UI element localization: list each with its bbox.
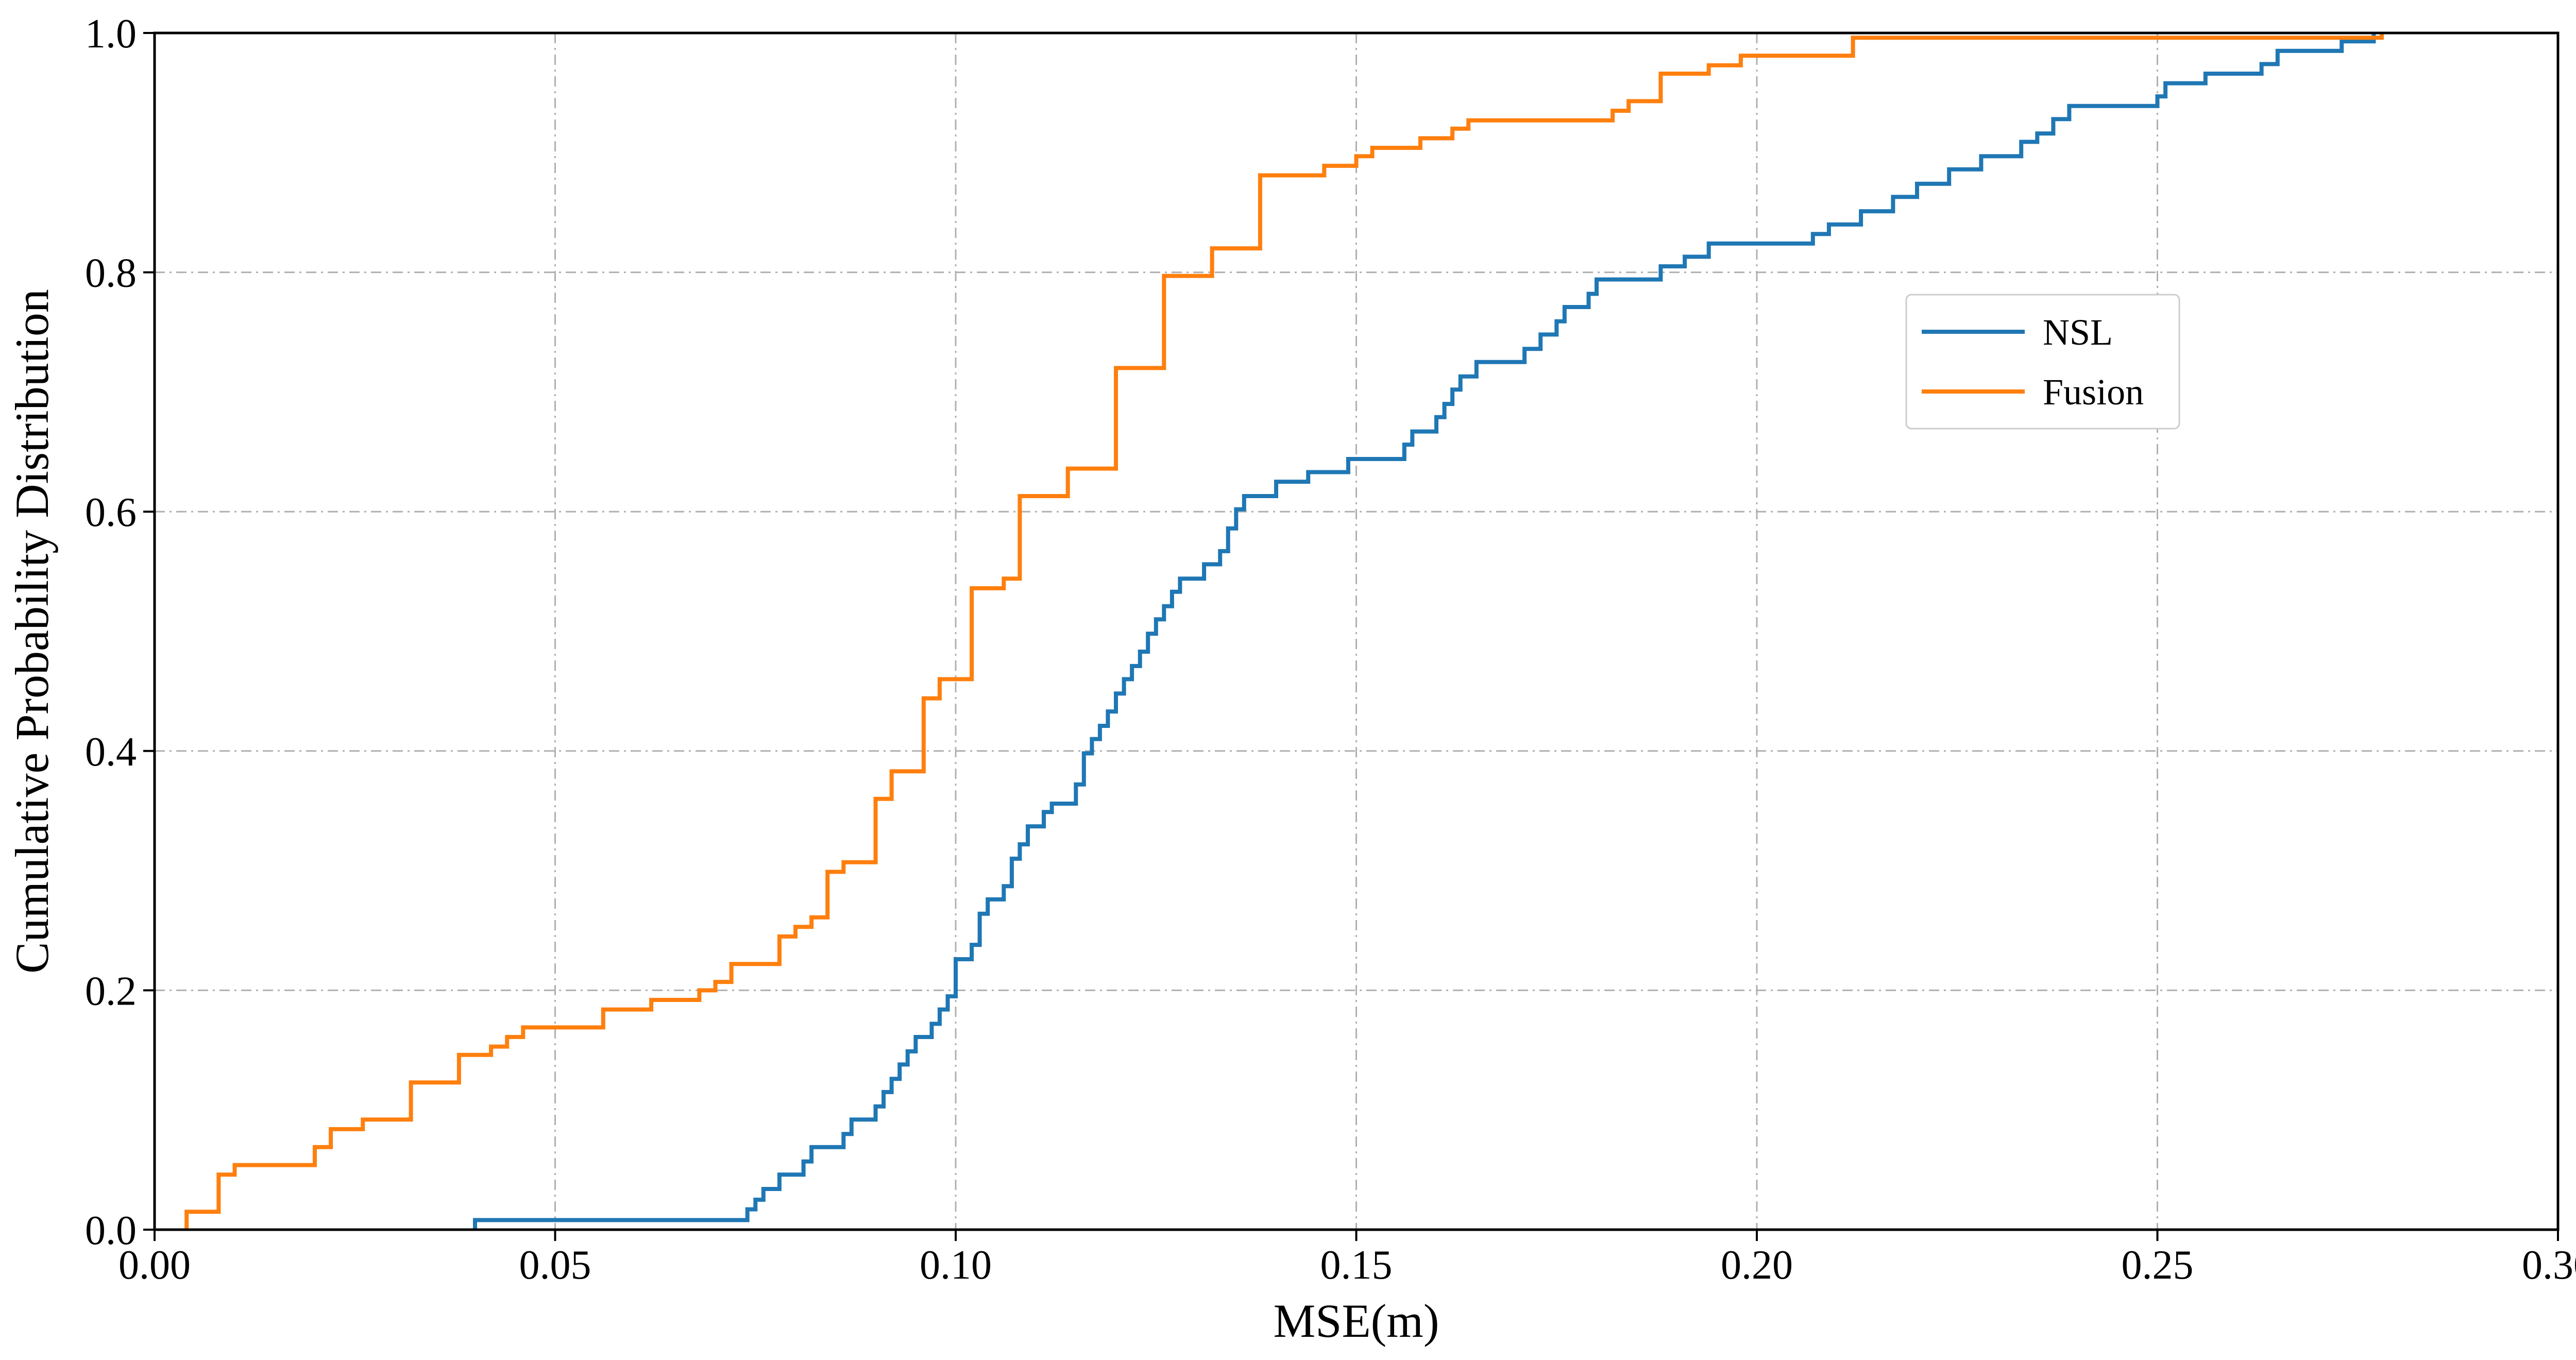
x-axis-ticks: 0.00 0.05 0.10 0.15 0.20 0.25 0.30 xyxy=(118,1230,2576,1288)
y-axis-ticks: 0.0 0.2 0.4 0.6 0.8 1.0 xyxy=(85,11,155,1253)
x-tick-label: 0.10 xyxy=(920,1243,992,1288)
x-tick-label: 0.30 xyxy=(2522,1243,2576,1288)
legend-label-nsl: NSL xyxy=(2043,312,2113,353)
y-tick-label: 0.2 xyxy=(85,968,137,1014)
legend: NSL Fusion xyxy=(1905,294,2180,430)
legend-label-fusion: Fusion xyxy=(2043,371,2144,413)
y-tick-label: 1.0 xyxy=(85,11,137,57)
x-tick-label: 0.15 xyxy=(1320,1243,1393,1288)
y-tick-label: 0.4 xyxy=(85,729,137,775)
x-tick-label: 0.05 xyxy=(519,1243,591,1288)
series-line-nsl xyxy=(473,33,2376,1230)
x-tick-label: 0.20 xyxy=(1721,1243,1793,1288)
series-layer xyxy=(184,33,2384,1230)
y-tick-label: 0.0 xyxy=(85,1208,137,1253)
x-tick-label: 0.25 xyxy=(2122,1243,2194,1288)
grid xyxy=(155,33,2558,1230)
y-axis-label: Cumulative Probability Distribution xyxy=(6,289,58,974)
legend-box xyxy=(1905,294,2180,430)
x-tick-label: 0.00 xyxy=(118,1243,191,1288)
series-line-fusion xyxy=(184,33,2384,1230)
y-tick-label: 0.8 xyxy=(85,251,137,296)
x-axis-label: MSE(m) xyxy=(1274,1295,1439,1347)
y-tick-label: 0.6 xyxy=(85,490,137,535)
